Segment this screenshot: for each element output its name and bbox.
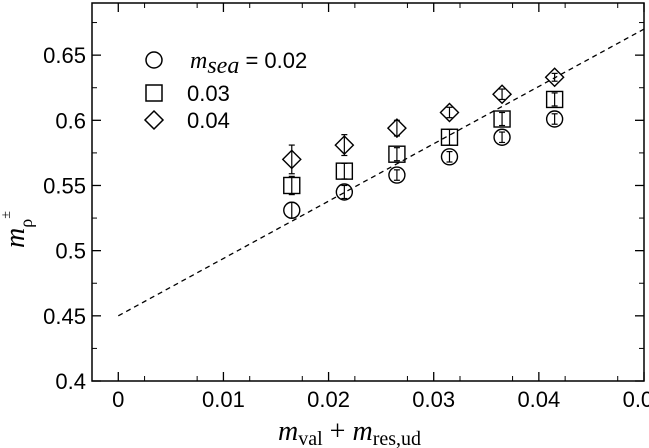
x-tick-label: 0.02 bbox=[307, 387, 350, 412]
legend-square-marker bbox=[145, 84, 163, 102]
plot-frame bbox=[91, 2, 645, 382]
data-point-circle bbox=[440, 148, 459, 166]
data-point-diamond bbox=[439, 102, 460, 123]
y-tick-label: 0.5 bbox=[55, 239, 86, 264]
data-point-square bbox=[545, 90, 564, 109]
legend-circle-marker bbox=[145, 51, 163, 69]
data-point-circle bbox=[545, 110, 564, 128]
x-axis-title: mval + mres,ud bbox=[278, 416, 421, 448]
data-point-diamond bbox=[334, 135, 355, 156]
x-tick-label: 0 bbox=[112, 387, 124, 412]
y-axis-title: mρ± bbox=[0, 211, 36, 248]
y-tick-label: 0.45 bbox=[43, 304, 86, 329]
x-tick-label: 0.04 bbox=[517, 387, 560, 412]
y-tick-label: 0.55 bbox=[43, 173, 86, 198]
plot-area: 00.010.020.030.040.050.40.450.50.550.60.… bbox=[43, 2, 649, 412]
data-point-square bbox=[283, 176, 301, 195]
y-tick-label: 0.4 bbox=[55, 369, 86, 394]
data-point-square bbox=[493, 110, 511, 128]
legend-label-series-1: msea = 0.02 bbox=[190, 48, 307, 79]
y-tick-label: 0.6 bbox=[55, 108, 86, 133]
fit-line bbox=[117, 28, 645, 317]
data-point-square bbox=[388, 145, 406, 163]
legend-label-series-3: 0.04 bbox=[187, 108, 230, 133]
legend-diamond-marker bbox=[143, 109, 165, 131]
data-point-circle bbox=[335, 183, 354, 201]
data-point-diamond bbox=[281, 149, 302, 170]
data-point-square bbox=[440, 128, 459, 146]
data-point-diamond bbox=[386, 118, 407, 139]
x-tick-label: 0.01 bbox=[202, 387, 245, 412]
data-point-diamond bbox=[544, 67, 565, 88]
x-tick-label: 0.03 bbox=[412, 387, 455, 412]
legend-label-series-2: 0.03 bbox=[187, 81, 230, 106]
data-point-circle bbox=[388, 166, 406, 184]
data-point-square bbox=[335, 162, 354, 180]
x-tick-label: 0.05 bbox=[623, 387, 649, 412]
y-tick-label: 0.65 bbox=[43, 43, 86, 68]
data-point-circle bbox=[283, 201, 301, 219]
data-point-diamond bbox=[492, 84, 513, 105]
data-point-circle bbox=[493, 128, 511, 146]
legend: msea = 0.02 0.03 0.04 bbox=[143, 48, 307, 133]
